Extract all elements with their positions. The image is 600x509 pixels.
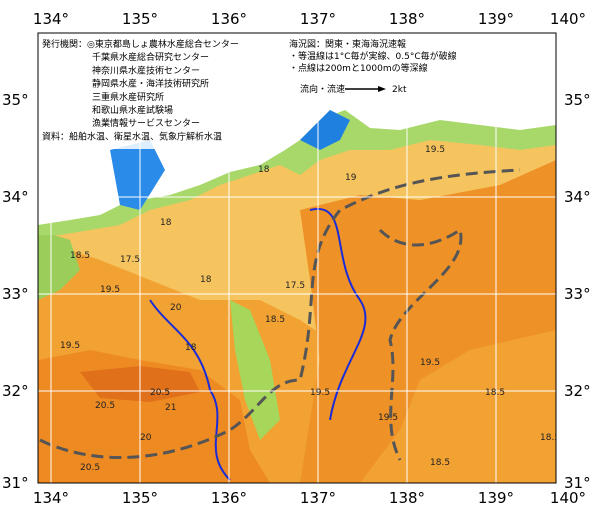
current-speed: 2kt xyxy=(392,85,407,95)
contour-label: 18.5 xyxy=(485,388,505,398)
lat-label: 33° xyxy=(2,285,29,303)
lon-label: 135° xyxy=(122,10,158,28)
lon-label: 136° xyxy=(211,10,247,28)
legend-line: 海況図：関東・東海海況速報 xyxy=(289,38,406,50)
contour-label: 18 xyxy=(200,275,212,285)
current-axis xyxy=(39,168,521,459)
contour-label: 19.5 xyxy=(420,358,440,368)
contour-label: 21 xyxy=(165,403,176,413)
lon-label: 138° xyxy=(389,10,425,28)
current-label: 流向・流速 xyxy=(300,83,345,95)
contour-label: 19.5 xyxy=(100,285,120,295)
contour-label: 18 xyxy=(258,165,270,175)
lat-label: 33° xyxy=(564,285,591,303)
contour-label: 17.5 xyxy=(120,255,140,265)
lat-label: 34° xyxy=(564,188,591,206)
current-arrowhead xyxy=(378,86,386,92)
lat-label: 34° xyxy=(2,188,29,206)
contour-label: 18 xyxy=(160,218,172,228)
lat-label: 35° xyxy=(2,91,29,109)
publisher-line: 神奈川県水産技術センター xyxy=(92,64,200,76)
lon-label: 134° xyxy=(33,10,69,28)
lon-label: 139° xyxy=(478,489,514,507)
kuroshio xyxy=(300,160,556,483)
legend-line: ・等温線は1°C毎が実線、0.5°C毎が破線 xyxy=(289,50,457,62)
lon-label: 135° xyxy=(122,489,158,507)
bay xyxy=(110,140,165,210)
contour-labels: 18 19 19.5 18 17.5 18.5 19.5 20 18 17.5 18.5 20.5 19… xyxy=(60,145,560,473)
contour-label: 20.5 xyxy=(95,401,115,411)
lon-label: 140° xyxy=(550,10,586,28)
lat-label: 31° xyxy=(2,474,29,492)
contour-label: 17.5 xyxy=(285,281,305,291)
contour-label: 18 xyxy=(185,343,197,353)
contour-label: 18.5 xyxy=(430,458,450,468)
publisher-line: 資料：船舶水温、衛星水温、気象庁解析水温 xyxy=(42,130,222,142)
lon-label: 136° xyxy=(211,489,247,507)
coastal-cool xyxy=(38,230,80,300)
publisher-line: 漁業情報サービスセンター xyxy=(92,117,200,129)
lon-label: 138° xyxy=(389,489,425,507)
map-frame xyxy=(37,32,557,484)
ticks: 134° 134° 135° 135° 136° 136° 137° 137° 138° 138°… xyxy=(2,10,591,507)
contour-label: 19.5 xyxy=(378,413,398,423)
publisher-line: 和歌山県水産試験場 xyxy=(92,104,173,116)
lon-label: 137° xyxy=(300,489,336,507)
contour-label: 19.5 xyxy=(425,145,445,155)
lon-label: 137° xyxy=(300,10,336,28)
lon-label: 140° xyxy=(550,489,586,507)
contour-label: 19.5 xyxy=(60,341,80,351)
legend-box xyxy=(286,36,428,98)
lat-label: 32° xyxy=(564,382,591,400)
bay xyxy=(300,110,350,150)
coastal-cool xyxy=(230,300,280,440)
contour-label: 18.5 xyxy=(540,433,560,443)
publisher-line: 発行機関：◎東京都島しょ農林水産総合センター xyxy=(42,38,239,50)
publisher-line: 千葉県水産総合研究センター xyxy=(92,51,209,63)
publisher-line: 三重県水産研究所 xyxy=(92,91,164,103)
contour-label: 20 xyxy=(170,303,182,313)
contour-label: 19 xyxy=(345,173,357,183)
contour-label: 20 xyxy=(140,433,152,443)
lat-label: 31° xyxy=(564,474,591,492)
contour-label: 20.5 xyxy=(150,388,170,398)
contour-label: 18.5 xyxy=(265,315,285,325)
current-axis xyxy=(378,227,463,461)
contour-label: 19.5 xyxy=(310,388,330,398)
contour-label: 20.5 xyxy=(80,463,100,473)
legend-line: ・点線は200mと1000mの等深線 xyxy=(289,62,428,74)
lon-label: 139° xyxy=(478,10,514,28)
lat-label: 35° xyxy=(564,91,591,109)
publisher-text: 発行機関：◎東京都島しょ農林水産総合センター千葉県水産総合研究センター神奈川県水… xyxy=(42,38,239,142)
legend-text: 海況図：関東・東海海況速報・等温線は1°C毎が実線、0.5°C毎が破線・点線は2… xyxy=(289,38,457,74)
contour-label: 18.5 xyxy=(70,251,90,261)
lon-label: 134° xyxy=(33,489,69,507)
publisher-line: 静岡県水産・海洋技術研究所 xyxy=(92,78,209,90)
publisher-box xyxy=(40,36,270,149)
lat-label: 32° xyxy=(2,382,29,400)
